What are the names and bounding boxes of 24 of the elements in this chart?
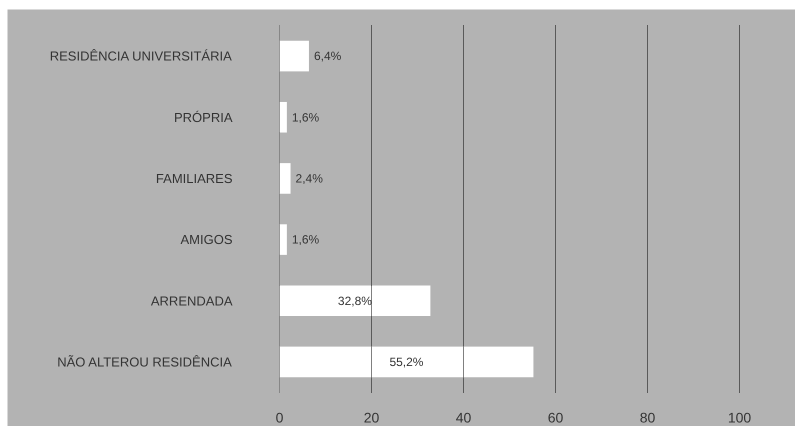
- data-label: 32,8%: [338, 294, 372, 308]
- data-label: 1,6%: [292, 110, 320, 124]
- bar: [280, 163, 291, 194]
- data-label: 1,6%: [292, 232, 320, 247]
- x-tick-label: 0: [276, 410, 284, 426]
- y-tick-label: PRÓPRIA: [174, 110, 233, 125]
- x-tick-label: 100: [728, 410, 752, 426]
- data-label: 2,4%: [296, 171, 324, 186]
- x-tick-label: 40: [456, 410, 472, 426]
- y-tick-label: AMIGOS: [180, 232, 233, 248]
- y-tick-label: ARRENDADA: [150, 293, 233, 308]
- x-tick-label: 60: [548, 410, 564, 426]
- x-tick-label: 20: [364, 410, 380, 426]
- bar: [280, 346, 534, 378]
- bar: [280, 285, 430, 316]
- data-label: 6,4%: [314, 49, 342, 64]
- x-tick-label: 80: [640, 410, 656, 426]
- data-label: 55,2%: [389, 354, 424, 369]
- bar: [280, 224, 287, 255]
- bar: [280, 40, 309, 72]
- y-tick-label: RESIDÊNCIA UNIVERSITÁRIA: [50, 48, 232, 64]
- y-tick-label: NÃO ALTEROU RESIDÊNCIA: [57, 354, 232, 370]
- bar: [280, 102, 287, 133]
- y-tick-label: FAMILIARES: [156, 170, 233, 186]
